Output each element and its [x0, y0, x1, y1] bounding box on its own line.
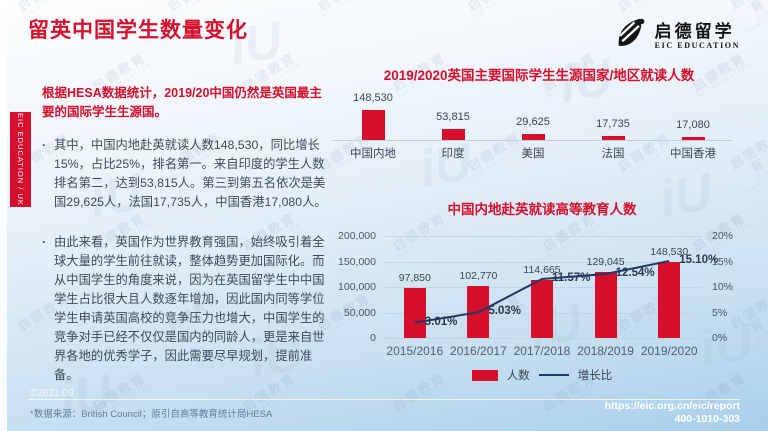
chart1-title: 2019/2020英国主要国际学生生源国家/地区就读人数 [383, 68, 695, 83]
chart1-bar [361, 110, 385, 140]
chart2-value-label: 114,665 [523, 263, 561, 276]
logo-name-en: EIC EDUCATION [654, 41, 740, 51]
bullet-marker: · [42, 138, 47, 152]
bullet-item: · 其中，中国内地赴英就读人数148,530，同比增长15%，占比25%，排名第一… [42, 136, 328, 212]
chart1-category-label: 印度 [441, 148, 465, 160]
chart1-bar [681, 136, 705, 140]
bullet-marker: · [42, 235, 47, 249]
bullet-item: · 由此来看，英国作为世界教育强国，始终吸引着全球大量的学生前往就读，整体趋势更加… [42, 233, 328, 385]
legend-line-swatch [538, 374, 569, 376]
chart2-category-label: 2018/2019 [577, 344, 634, 358]
legend-bar-label: 人数 [506, 370, 530, 382]
chart2-value-label: 97,850 [398, 272, 431, 285]
bullet-text: 由此来看，英国作为世界教育强国，始终吸引着全球大量的学生前往就读，整体趋势更加国… [54, 235, 325, 382]
chart2-title: 中国内地赴英就读高等教育人数 [447, 202, 637, 217]
footer-divider [28, 399, 740, 400]
chart1-category-label: 中国香港 [670, 148, 716, 160]
footer-url: https://eic.org.cn/eic/report [604, 400, 740, 412]
chart2-percent-label: 5.03% [488, 305, 521, 318]
chart2-percent-label: 15.10% [679, 253, 719, 266]
left-edge-strip [0, 0, 7, 431]
chart2-category-label: 2015/2016 [386, 344, 444, 358]
chart1-column: 148,530 [333, 88, 413, 140]
chart1-category-axis: 中国内地 印度 美国 法国 中国香港 [333, 145, 733, 161]
chart2-right-tick: 10% [712, 281, 734, 293]
chart2-value-label: 102,770 [459, 269, 498, 282]
side-tab: EIC EDUCATION / UK [10, 112, 31, 207]
chart2-right-tick: 5% [712, 306, 728, 319]
footer-phone: 400-1010-303 [674, 413, 740, 425]
chart1-bar [601, 136, 625, 140]
brand-logo: 启德留学 EIC EDUCATION [612, 16, 740, 57]
chart1-category-label: 中国内地 [350, 148, 396, 160]
chart1-plot: 148,530 53,815 29,625 17,735 17,080 [333, 88, 733, 141]
chart2-right-tick: 20% [712, 230, 734, 242]
chart1-column: 53,815 [413, 88, 493, 140]
key-statement: 根据HESA数据统计，2019/20中国仍然是英国最主要的国际学生生源国。 [42, 86, 322, 120]
eic-logo-icon [612, 16, 648, 57]
chart2-gridline [383, 261, 701, 263]
chart1-column: 29,625 [493, 88, 573, 140]
chart1-category-label: 美国 [521, 148, 545, 160]
chart2-left-tick: 0 [370, 332, 376, 344]
chart2-category-label: 2017/2018 [513, 344, 571, 358]
bullet-text: 其中，中国内地赴英就读人数148,530，同比增长15%，占比25%，排名第一。… [54, 138, 327, 209]
chart1-column: 17,735 [573, 88, 653, 140]
chart2-legend: 人数 增长比 [383, 367, 701, 383]
footer-source: *数据来源：British Council；原引自高等教育统计局HESA [30, 409, 273, 420]
chart1-value-label: 53,815 [436, 111, 470, 124]
chart2-gridline [383, 236, 701, 237]
legend-bar-swatch [471, 369, 498, 381]
chart1-bar [441, 129, 465, 140]
logo-name-cn: 启德留学 [654, 21, 735, 41]
side-tab-label: EIC EDUCATION / UK [16, 113, 25, 206]
chart1-value-label: 17,080 [676, 118, 710, 131]
chart2-bar [531, 279, 553, 338]
chart1-column: 17,080 [653, 88, 733, 140]
chart2-right-tick: 0% [712, 332, 728, 344]
chart2-left-tick: 50,000 [343, 306, 376, 319]
chart2-category-label: 2019/2020 [640, 344, 698, 358]
chart2-gridline [383, 338, 701, 339]
chart2-left-tick: 100,000 [338, 281, 376, 293]
footer-copyright: ©2021.09 [30, 388, 74, 399]
chart2-right-tick: 15% [712, 255, 734, 268]
chart2-value-label: 148,530 [650, 246, 689, 259]
bullet-list: · 其中，中国内地赴英就读人数148,530，同比增长15%，占比25%，排名第一… [42, 136, 328, 406]
chart2-left-tick: 200,000 [338, 230, 376, 242]
chart1-value-label: 17,735 [596, 118, 630, 131]
chart2-bar [403, 288, 426, 338]
chart2-bar [594, 272, 617, 338]
chart2-percent-label: 11.57% [552, 271, 591, 284]
chart1-category-label: 法国 [601, 148, 625, 160]
chart2-category-label: 2016/2017 [450, 344, 507, 358]
chart1-value-label: 29,625 [516, 116, 550, 128]
chart2-value-label: 129,045 [586, 256, 625, 269]
chart2-bar [658, 262, 681, 338]
chart2-percent-label: 3.01% [424, 315, 458, 328]
chart1-value-label: 148,530 [353, 92, 393, 104]
chart2-left-tick: 150,000 [338, 255, 376, 268]
page-title: 留英中国学生数量变化 [28, 19, 248, 42]
chart1-bar [521, 134, 545, 140]
chart2-growth-line [414, 260, 670, 324]
chart2-percent-label: 12.54% [615, 267, 655, 280]
legend-line-label: 增长比 [577, 370, 613, 382]
